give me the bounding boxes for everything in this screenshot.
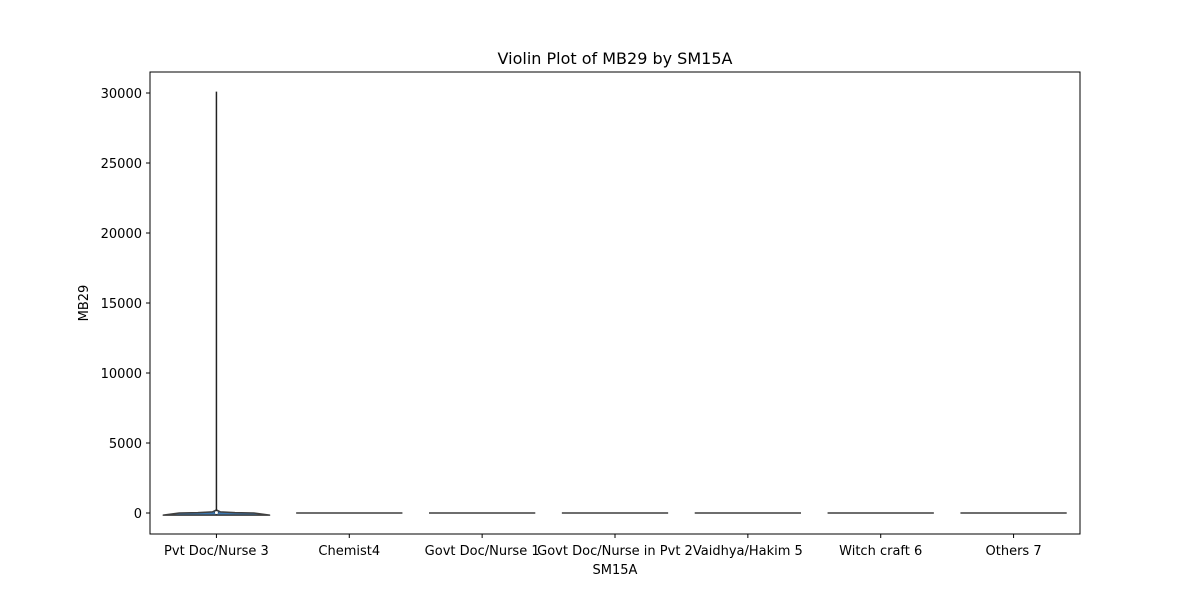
- y-tick-label: 25000: [101, 157, 142, 172]
- y-axis-ticks: 0 5000 10000 15000 20000 25000 30000: [101, 87, 150, 522]
- y-tick-label: 0: [134, 507, 142, 522]
- y-tick-label: 20000: [101, 227, 142, 242]
- x-tick-label: Vaidhya/Hakim 5: [693, 544, 803, 559]
- x-axis-ticks: Pvt Doc/Nurse 3 Chemist4 Govt Doc/Nurse 1G…: [164, 534, 1042, 559]
- chart-title: Violin Plot of MB29 by SM15A: [498, 49, 733, 68]
- y-tick-label: 30000: [101, 87, 142, 102]
- x-axis-label: SM15A: [593, 563, 638, 578]
- x-tick-label: Witch craft 6: [839, 544, 922, 559]
- x-tick-label: Chemist4: [318, 544, 380, 559]
- y-tick-label: 5000: [109, 437, 142, 452]
- y-axis-label: MB29: [77, 285, 92, 322]
- x-tick-label: Pvt Doc/Nurse 3: [164, 544, 269, 559]
- plot-area-frame: [149, 71, 1081, 535]
- y-tick-label: 10000: [101, 367, 142, 382]
- y-tick-label: 15000: [101, 297, 142, 312]
- x-tick-label: Govt Doc/Nurse 1: [425, 544, 540, 559]
- violin-median: [214, 511, 218, 515]
- violins-group: [162, 91, 1067, 516]
- x-tick-label: Govt Doc/Nurse in Pvt 2: [537, 544, 693, 559]
- x-tick-label: Others 7: [986, 544, 1042, 559]
